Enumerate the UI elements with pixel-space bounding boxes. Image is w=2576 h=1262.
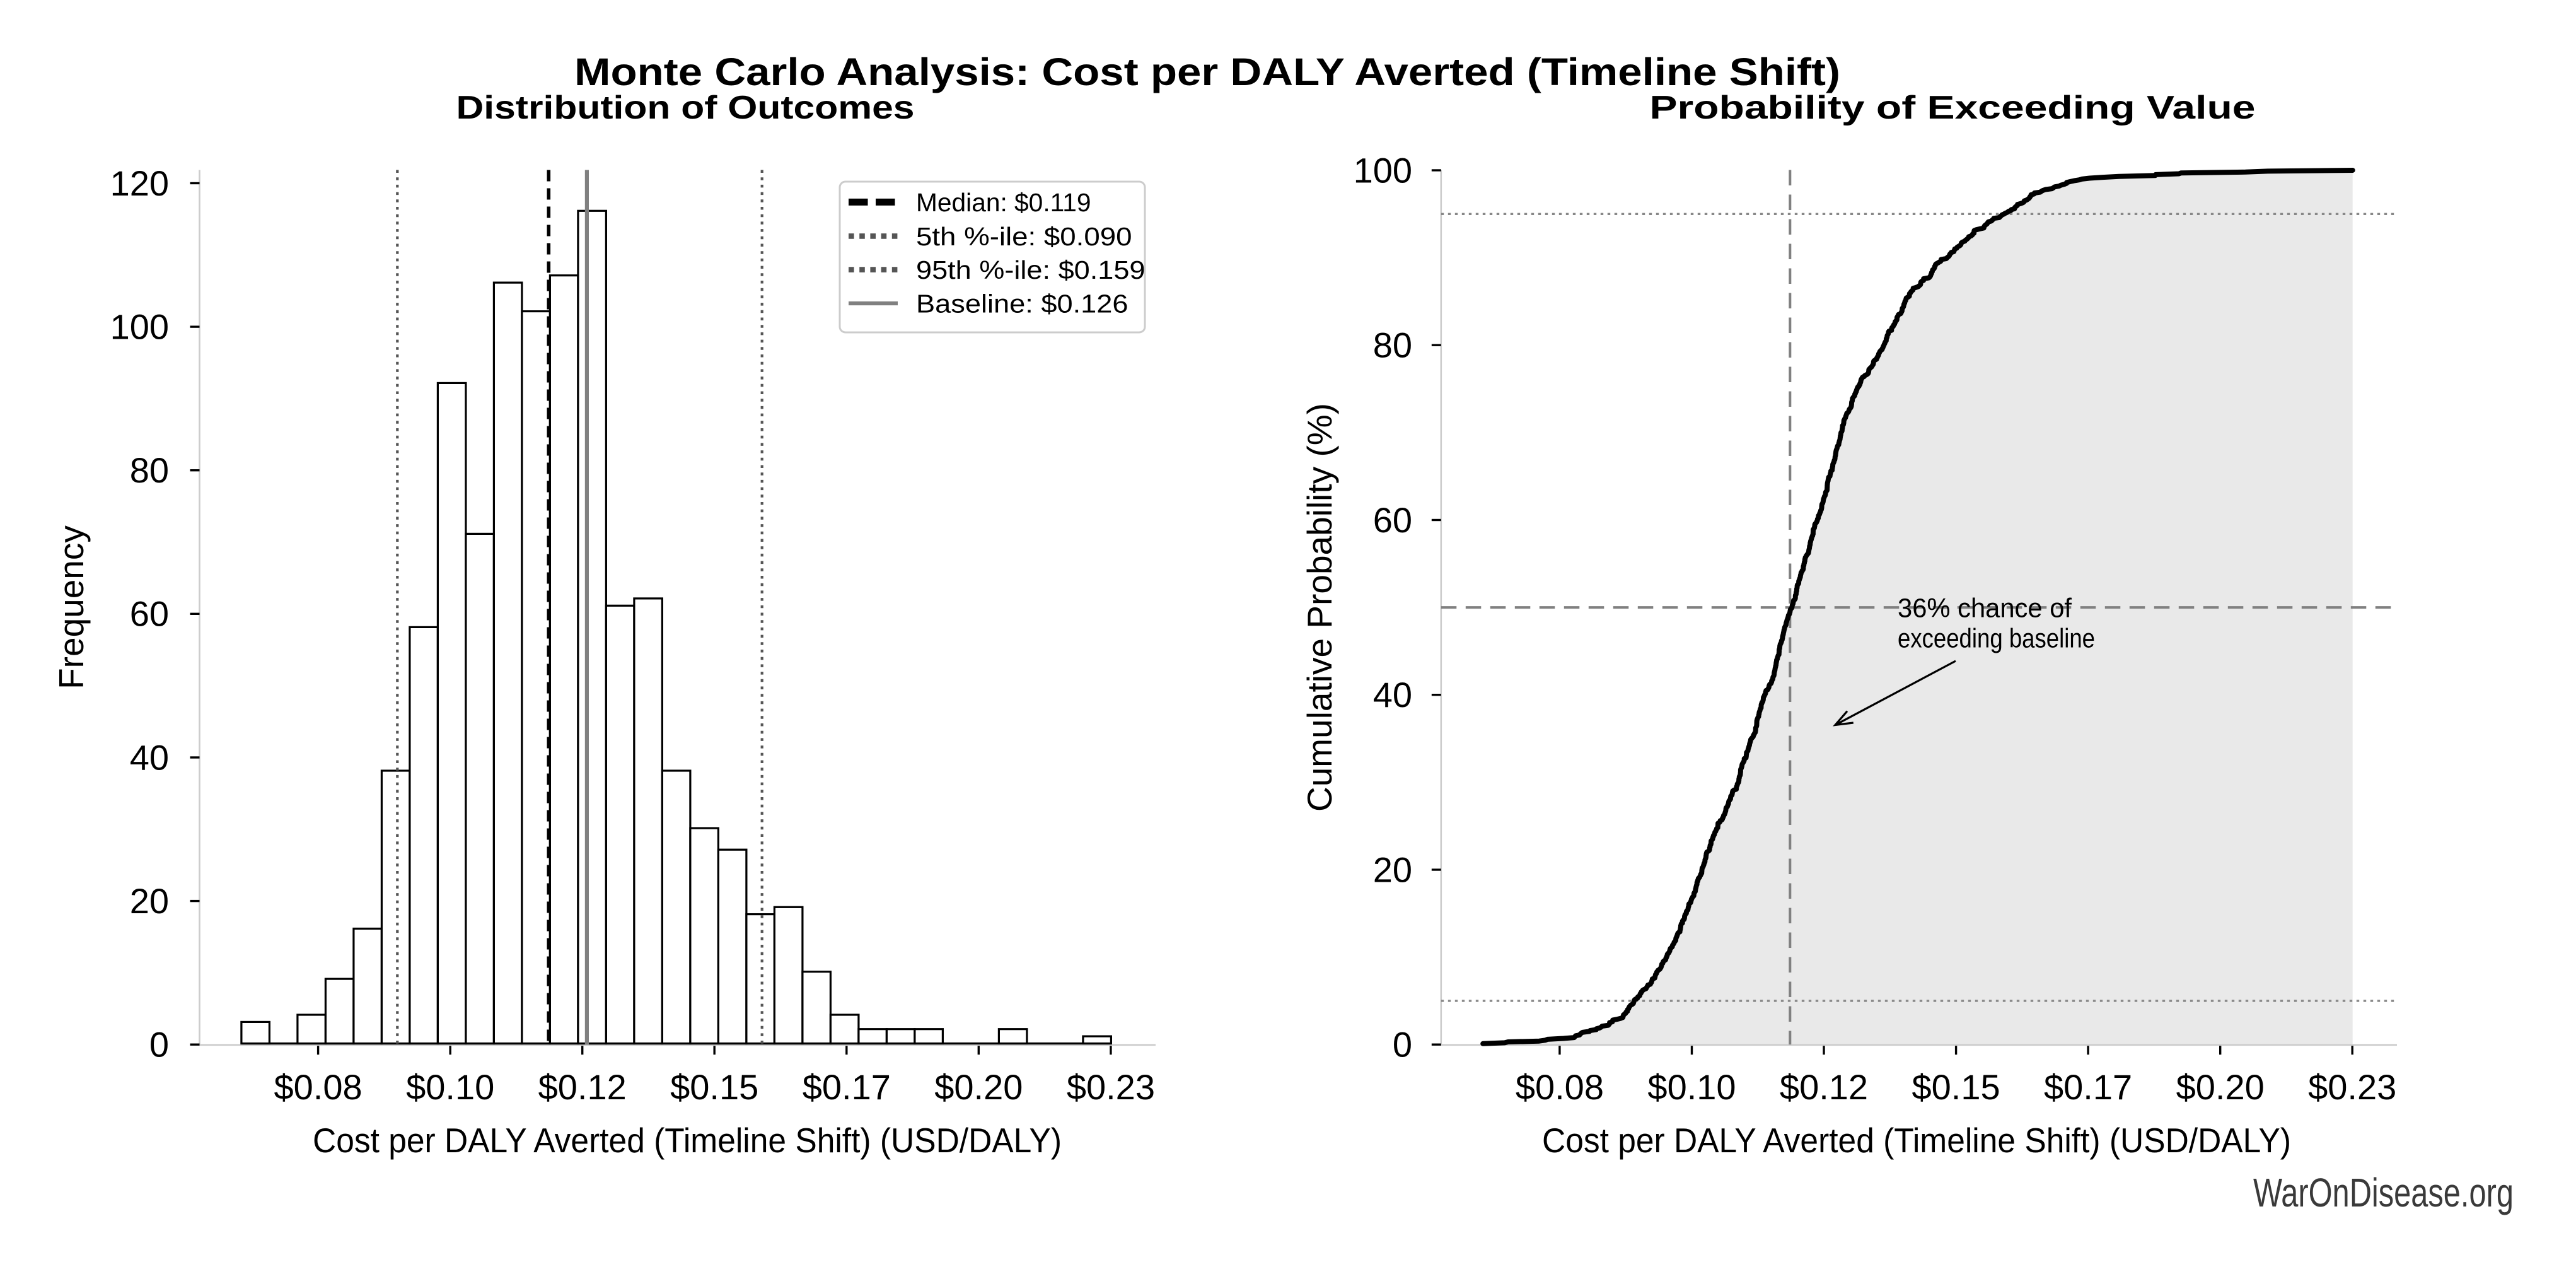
svg-text:$0.17: $0.17 <box>2044 1067 2132 1107</box>
svg-text:80: 80 <box>1373 325 1412 365</box>
svg-text:$0.12: $0.12 <box>1780 1067 1868 1107</box>
svg-text:0: 0 <box>1393 1025 1412 1065</box>
svg-text:$0.08: $0.08 <box>1516 1067 1604 1107</box>
svg-text:20: 20 <box>130 881 169 921</box>
svg-text:60: 60 <box>130 594 169 634</box>
svg-text:$0.15: $0.15 <box>670 1067 758 1107</box>
svg-text:$0.15: $0.15 <box>1912 1067 2000 1107</box>
svg-text:$0.12: $0.12 <box>538 1067 627 1107</box>
svg-text:Monte Carlo Analysis: Cost per: Monte Carlo Analysis: Cost per DALY Aver… <box>574 50 1840 93</box>
svg-text:120: 120 <box>110 163 169 203</box>
svg-text:20: 20 <box>1373 850 1412 889</box>
svg-text:$0.20: $0.20 <box>2176 1067 2265 1107</box>
svg-text:exceeding baseline: exceeding baseline <box>1898 624 2095 654</box>
svg-text:0: 0 <box>149 1025 169 1065</box>
svg-text:100: 100 <box>1354 150 1412 190</box>
svg-text:95th %-ile: $0.159: 95th %-ile: $0.159 <box>916 255 1146 284</box>
svg-text:Distribution of Outcomes: Distribution of Outcomes <box>456 90 915 126</box>
svg-text:$0.10: $0.10 <box>406 1067 494 1107</box>
svg-text:Probability of Exceeding Value: Probability of Exceeding Value <box>1650 90 2256 126</box>
svg-text:$0.23: $0.23 <box>1067 1067 1155 1107</box>
svg-text:Cost per DALY Averted (Timelin: Cost per DALY Averted (Timeline Shift) (… <box>1542 1121 2291 1160</box>
svg-text:100: 100 <box>110 307 169 346</box>
svg-text:Baseline: $0.126: Baseline: $0.126 <box>916 289 1128 318</box>
svg-text:Median: $0.119: Median: $0.119 <box>916 188 1091 217</box>
svg-text:80: 80 <box>130 450 169 490</box>
svg-text:5th %-ile: $0.090: 5th %-ile: $0.090 <box>916 222 1132 251</box>
svg-text:40: 40 <box>130 737 169 777</box>
svg-text:WarOnDisease.org: WarOnDisease.org <box>2253 1170 2514 1215</box>
svg-text:$0.08: $0.08 <box>274 1067 363 1107</box>
svg-text:36% chance of: 36% chance of <box>1898 593 2072 624</box>
svg-text:$0.17: $0.17 <box>803 1067 891 1107</box>
svg-text:Cost per DALY Averted (Timelin: Cost per DALY Averted (Timeline Shift) (… <box>313 1121 1062 1160</box>
svg-text:$0.23: $0.23 <box>2308 1067 2396 1107</box>
svg-text:40: 40 <box>1373 675 1412 715</box>
svg-text:60: 60 <box>1373 500 1412 540</box>
svg-text:Frequency: Frequency <box>52 525 91 689</box>
svg-text:$0.20: $0.20 <box>934 1067 1023 1107</box>
svg-text:Cumulative Probability (%): Cumulative Probability (%) <box>1300 403 1339 812</box>
svg-text:$0.10: $0.10 <box>1647 1067 1736 1107</box>
